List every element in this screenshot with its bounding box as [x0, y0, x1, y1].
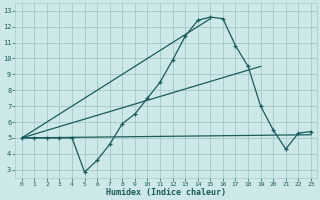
X-axis label: Humidex (Indice chaleur): Humidex (Indice chaleur) — [106, 188, 226, 197]
